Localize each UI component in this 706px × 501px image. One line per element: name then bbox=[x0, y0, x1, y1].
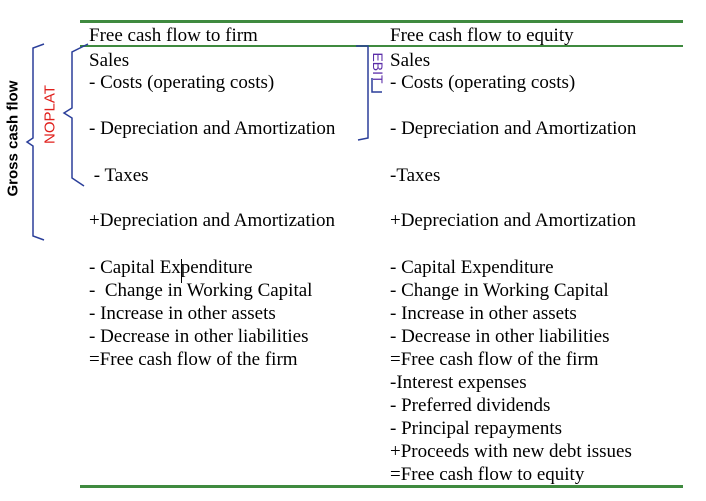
left-line-sales: Sales bbox=[89, 50, 130, 71]
right-line-depreciation: - Depreciation and Amortization bbox=[390, 118, 637, 139]
left-line-other-liabilities: - Decrease in other liabilities bbox=[89, 326, 309, 347]
right-line-sales: Sales bbox=[390, 50, 431, 71]
right-line-fcf-firm: =Free cash flow of the firm bbox=[390, 349, 599, 370]
right-line-taxes: -Taxes bbox=[390, 165, 441, 186]
left-line-costs: - Costs (operating costs) bbox=[89, 72, 275, 93]
bottom-rule bbox=[80, 485, 683, 488]
left-line-add-depreciation: +Depreciation and Amortization bbox=[89, 210, 336, 231]
right-line-add-depreciation: +Depreciation and Amortization bbox=[390, 210, 637, 231]
left-line-working-capital: - Change in Working Capital bbox=[89, 280, 313, 301]
right-line-capex: - Capital Expenditure bbox=[390, 257, 554, 278]
left-line-depreciation: - Depreciation and Amortization bbox=[89, 118, 336, 139]
header-fcfe: Free cash flow to equity bbox=[390, 25, 574, 46]
top-rule bbox=[80, 20, 683, 23]
right-line-new-debt: +Proceeds with new debt issues bbox=[390, 441, 632, 462]
right-line-other-assets: - Increase in other assets bbox=[390, 303, 577, 324]
gross-cash-flow-bracket bbox=[25, 43, 45, 241]
ebit-bracket-hook bbox=[371, 78, 382, 93]
left-line-fcf-firm: =Free cash flow of the firm bbox=[89, 349, 298, 370]
right-line-working-capital: - Change in Working Capital bbox=[390, 280, 609, 301]
text-cursor bbox=[181, 259, 182, 283]
noplat-label: NOPLAT bbox=[41, 85, 59, 144]
header-rule bbox=[80, 45, 683, 47]
left-line-capex: - Capital Expenditure bbox=[89, 257, 253, 278]
right-line-other-liabilities: - Decrease in other liabilities bbox=[390, 326, 610, 347]
right-line-interest: -Interest expenses bbox=[390, 372, 527, 393]
left-line-taxes: - Taxes bbox=[89, 165, 149, 186]
gross-cash-flow-label: Gross cash flow bbox=[4, 80, 22, 197]
ebit-bracket bbox=[356, 45, 369, 141]
right-line-principal-repayments: - Principal repayments bbox=[390, 418, 563, 439]
header-fcff: Free cash flow to firm bbox=[89, 25, 258, 46]
right-line-costs: - Costs (operating costs) bbox=[390, 72, 576, 93]
left-line-other-assets: - Increase in other assets bbox=[89, 303, 276, 324]
ebit-label: EBIT bbox=[370, 52, 386, 84]
noplat-bracket bbox=[62, 43, 89, 187]
right-line-fcf-equity: =Free cash flow to equity bbox=[390, 464, 585, 485]
right-line-preferred-dividends: - Preferred dividends bbox=[390, 395, 551, 416]
